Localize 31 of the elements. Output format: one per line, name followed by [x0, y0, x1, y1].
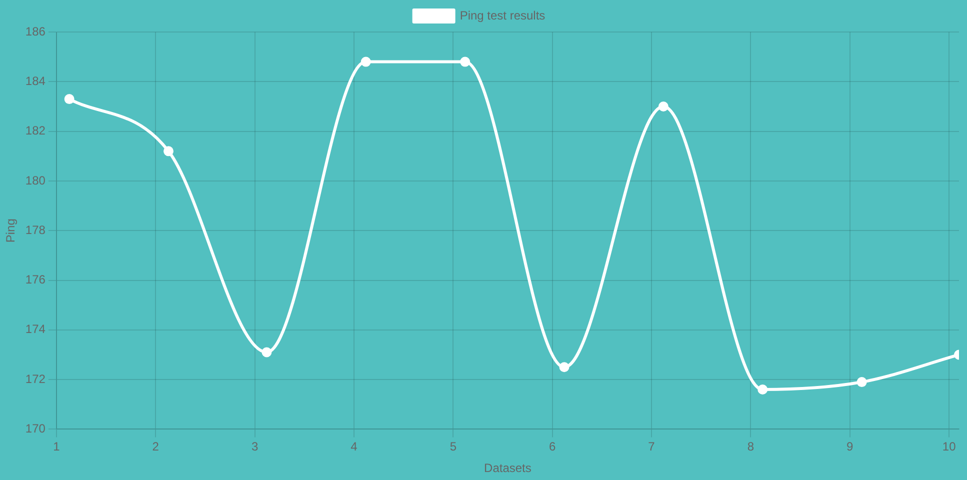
- point: [360, 56, 371, 67]
- point: [64, 94, 74, 104]
- x-tick-label: 9: [846, 440, 854, 454]
- y-tick-label: 178: [25, 222, 46, 237]
- y-axis-title: Ping: [4, 218, 18, 243]
- y-tick-label: 174: [25, 322, 46, 336]
- y-tick-label: 180: [25, 173, 46, 188]
- x-tick-label: 3: [251, 440, 258, 454]
- point: [856, 377, 867, 388]
- point: [658, 101, 668, 112]
- y-tick-label: 186: [25, 24, 46, 38]
- point: [164, 146, 174, 156]
- point: [460, 56, 470, 67]
- point: [262, 347, 272, 358]
- point: [758, 384, 768, 394]
- x-tick-label: 6: [549, 440, 556, 454]
- x-tick-label: 4: [350, 440, 358, 454]
- x-tick-label: 8: [747, 440, 754, 454]
- legend-label: Ping test results: [460, 8, 546, 22]
- x-tick-label: 1: [53, 440, 60, 454]
- x-tick-label: 2: [152, 440, 160, 454]
- x-tick-label: 5: [450, 440, 457, 454]
- x-tick-label: 7: [648, 440, 656, 454]
- x-axis-title: Datasets: [484, 461, 532, 476]
- y-tick-label: 182: [25, 124, 46, 138]
- x-tick-label: 10: [942, 440, 956, 454]
- point: [559, 362, 570, 372]
- y-tick-label: 184: [25, 74, 46, 88]
- y-tick-label: 176: [25, 272, 46, 287]
- y-tick-label: 170: [25, 422, 46, 436]
- y-tick-label: 172: [25, 372, 46, 386]
